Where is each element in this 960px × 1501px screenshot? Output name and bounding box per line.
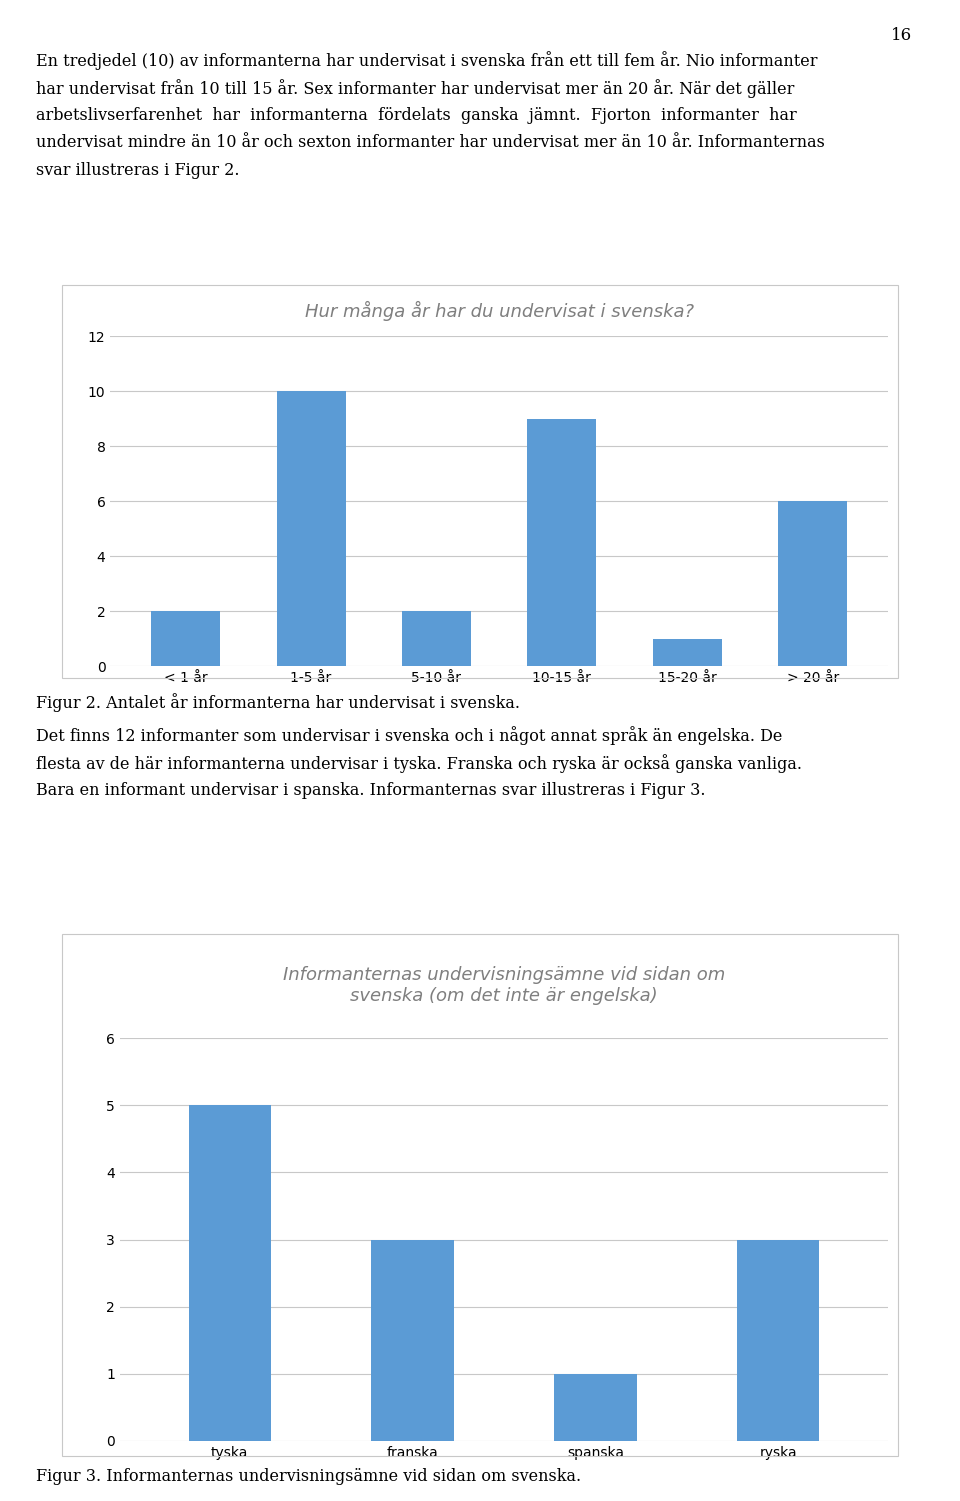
Bar xyxy=(554,1373,636,1441)
Text: arbetslivserfarenhet  har  informanterna  fördelats  ganska  jämnt.  Fjorton  in: arbetslivserfarenhet har informanterna f… xyxy=(36,107,797,123)
Bar xyxy=(737,1240,820,1441)
Bar xyxy=(276,392,346,666)
Bar xyxy=(372,1240,454,1441)
Bar xyxy=(653,639,722,666)
Text: Informanternas undervisningsämne vid sidan om
svenska (om det inte är engelska): Informanternas undervisningsämne vid sid… xyxy=(283,967,725,1006)
Bar xyxy=(402,611,471,666)
Text: Det finns 12 informanter som undervisar i svenska och i något annat språk än eng: Det finns 12 informanter som undervisar … xyxy=(36,726,782,746)
Text: Figur 3. Informanternas undervisningsämne vid sidan om svenska.: Figur 3. Informanternas undervisningsämn… xyxy=(36,1468,582,1484)
Text: undervisat mindre än 10 år och sexton informanter har undervisat mer än 10 år. I: undervisat mindre än 10 år och sexton in… xyxy=(36,135,826,152)
Bar xyxy=(527,419,596,666)
Text: Hur många år har du undervisat i svenska?: Hur många år har du undervisat i svenska… xyxy=(304,300,694,321)
Text: Bara en informant undervisar i spanska. Informanternas svar illustreras i Figur : Bara en informant undervisar i spanska. … xyxy=(36,782,706,799)
Text: En tredjedel (10) av informanterna har undervisat i svenska från ett till fem år: En tredjedel (10) av informanterna har u… xyxy=(36,51,818,71)
Bar xyxy=(779,501,848,666)
Text: 16: 16 xyxy=(891,27,912,44)
Text: Figur 2. Antalet år informanterna har undervisat i svenska.: Figur 2. Antalet år informanterna har un… xyxy=(36,693,520,713)
Bar xyxy=(188,1105,271,1441)
Text: har undervisat från 10 till 15 år. Sex informanter har undervisat mer än 20 år. : har undervisat från 10 till 15 år. Sex i… xyxy=(36,78,795,98)
Bar xyxy=(151,611,220,666)
Text: flesta av de här informanterna undervisar i tyska. Franska och ryska är också ga: flesta av de här informanterna undervisa… xyxy=(36,754,803,773)
Text: svar illustreras i Figur 2.: svar illustreras i Figur 2. xyxy=(36,162,240,179)
